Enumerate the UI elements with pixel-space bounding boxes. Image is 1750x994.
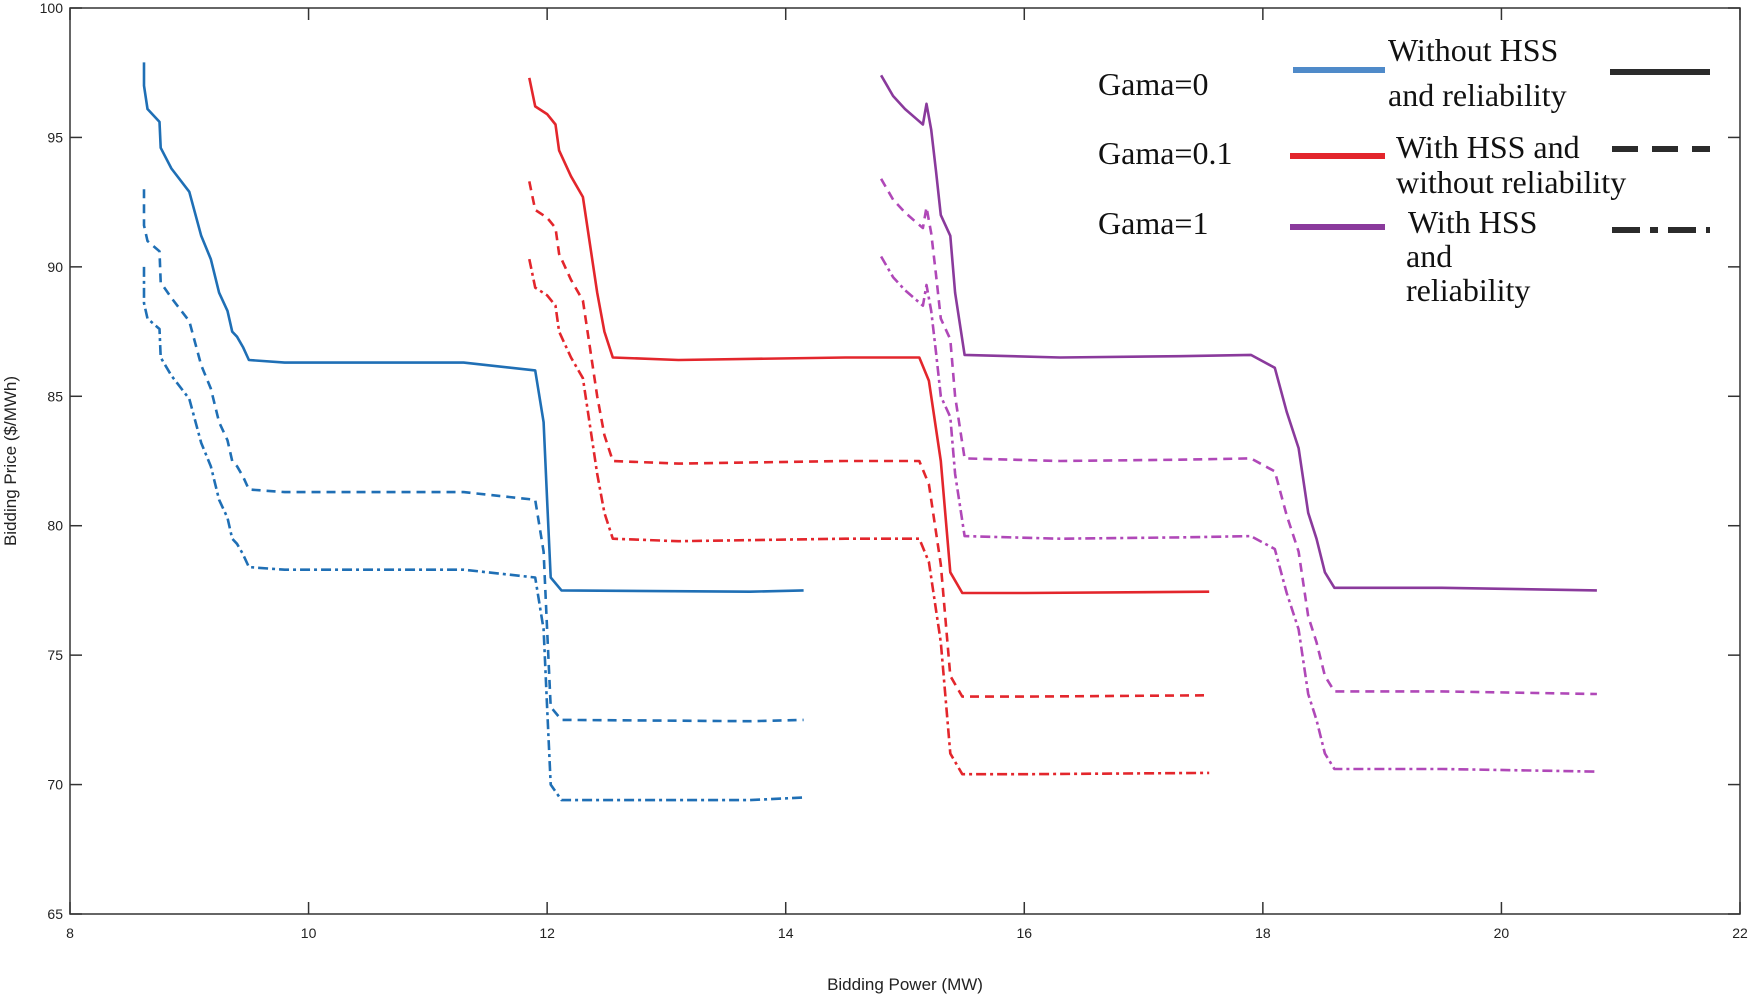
x-tick-label: 20	[1494, 925, 1510, 941]
series-line-3	[528, 77, 1210, 595]
legend-label-gama-0: Gama=0	[1098, 66, 1208, 102]
x-tick-label: 8	[66, 925, 74, 941]
axis-ticks-group: 8 10 12 14 16 18 20 22 65 70 75 80 85 90 95 100	[40, 0, 1748, 941]
legend: Gama=0 Gama=0.1 Gama=1 Without HSS and r…	[1098, 32, 1710, 308]
y-axis-label: Bidding Price ($/MWh)	[1, 376, 20, 546]
y-tick-label: 65	[47, 906, 63, 922]
x-tick-label: 14	[778, 925, 794, 941]
y-tick-label: 70	[47, 777, 63, 793]
legend-label-gama-1: Gama=1	[1098, 205, 1208, 241]
legend-style-hss-rel-line1: With HSS	[1408, 204, 1537, 240]
legend-style-hss-rel-line3: reliability	[1406, 272, 1530, 308]
y-tick-label: 100	[40, 0, 64, 16]
y-tick-label: 90	[47, 259, 63, 275]
series-line-1	[142, 189, 804, 723]
y-tick-label: 75	[47, 647, 63, 663]
plot-area-frame	[69, 7, 1741, 915]
legend-style-without-hss-line2: and reliability	[1388, 77, 1567, 113]
x-tick-label: 16	[1016, 925, 1032, 941]
series-line-6	[879, 74, 1597, 592]
series-line-8	[879, 255, 1597, 773]
series-line-0	[142, 62, 804, 594]
series-line-2	[142, 266, 804, 802]
x-tick-label: 22	[1732, 925, 1748, 941]
y-tick-label: 85	[47, 388, 63, 404]
x-tick-label: 10	[301, 925, 317, 941]
plot-series-group	[142, 62, 1597, 802]
x-tick-label: 12	[539, 925, 555, 941]
legend-style-without-hss-line1: Without HSS	[1388, 32, 1558, 68]
y-tick-label: 95	[47, 129, 63, 145]
series-line-7	[879, 178, 1597, 696]
series-line-5	[528, 258, 1210, 776]
x-axis-label: Bidding Power (MW)	[827, 975, 983, 994]
x-tick-label: 18	[1255, 925, 1271, 941]
legend-style-hss-rel-line2: and	[1406, 238, 1452, 274]
legend-style-hss-no-rel-line1: With HSS and	[1396, 129, 1580, 165]
legend-style-hss-no-rel-line2: without reliability	[1396, 164, 1626, 200]
series-line-4	[528, 181, 1210, 698]
y-tick-label: 80	[47, 518, 63, 534]
legend-label-gama-0-1: Gama=0.1	[1098, 135, 1232, 171]
